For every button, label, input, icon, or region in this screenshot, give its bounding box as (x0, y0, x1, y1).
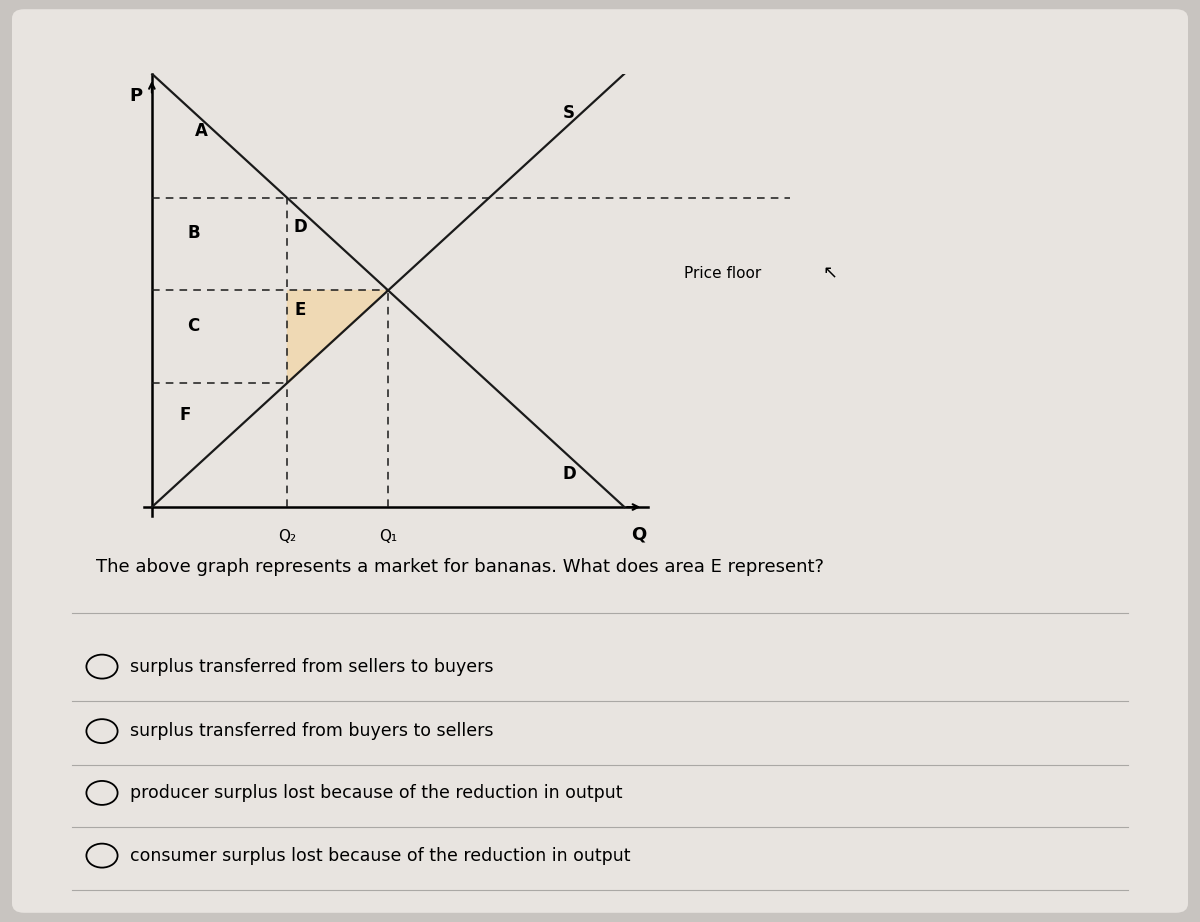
Text: D: D (293, 218, 307, 236)
Text: Q₂: Q₂ (278, 528, 296, 544)
Text: F: F (180, 407, 191, 424)
Text: D: D (563, 465, 577, 482)
Text: A: A (196, 122, 208, 139)
Text: Price floor: Price floor (684, 266, 761, 281)
Text: surplus transferred from sellers to buyers: surplus transferred from sellers to buye… (130, 657, 493, 676)
Text: E: E (295, 301, 306, 319)
Text: producer surplus lost because of the reduction in output: producer surplus lost because of the red… (130, 784, 622, 802)
Text: C: C (187, 316, 199, 335)
Polygon shape (287, 290, 388, 384)
Text: P: P (130, 87, 143, 105)
Text: surplus transferred from buyers to sellers: surplus transferred from buyers to selle… (130, 722, 493, 740)
Text: B: B (187, 224, 200, 242)
Text: consumer surplus lost because of the reduction in output: consumer surplus lost because of the red… (130, 846, 630, 865)
Text: Q: Q (631, 526, 646, 544)
Text: ↖: ↖ (822, 265, 838, 283)
Text: The above graph represents a market for bananas. What does area E represent?: The above graph represents a market for … (96, 558, 824, 576)
Text: S: S (563, 103, 575, 122)
Text: Q₁: Q₁ (379, 528, 397, 544)
